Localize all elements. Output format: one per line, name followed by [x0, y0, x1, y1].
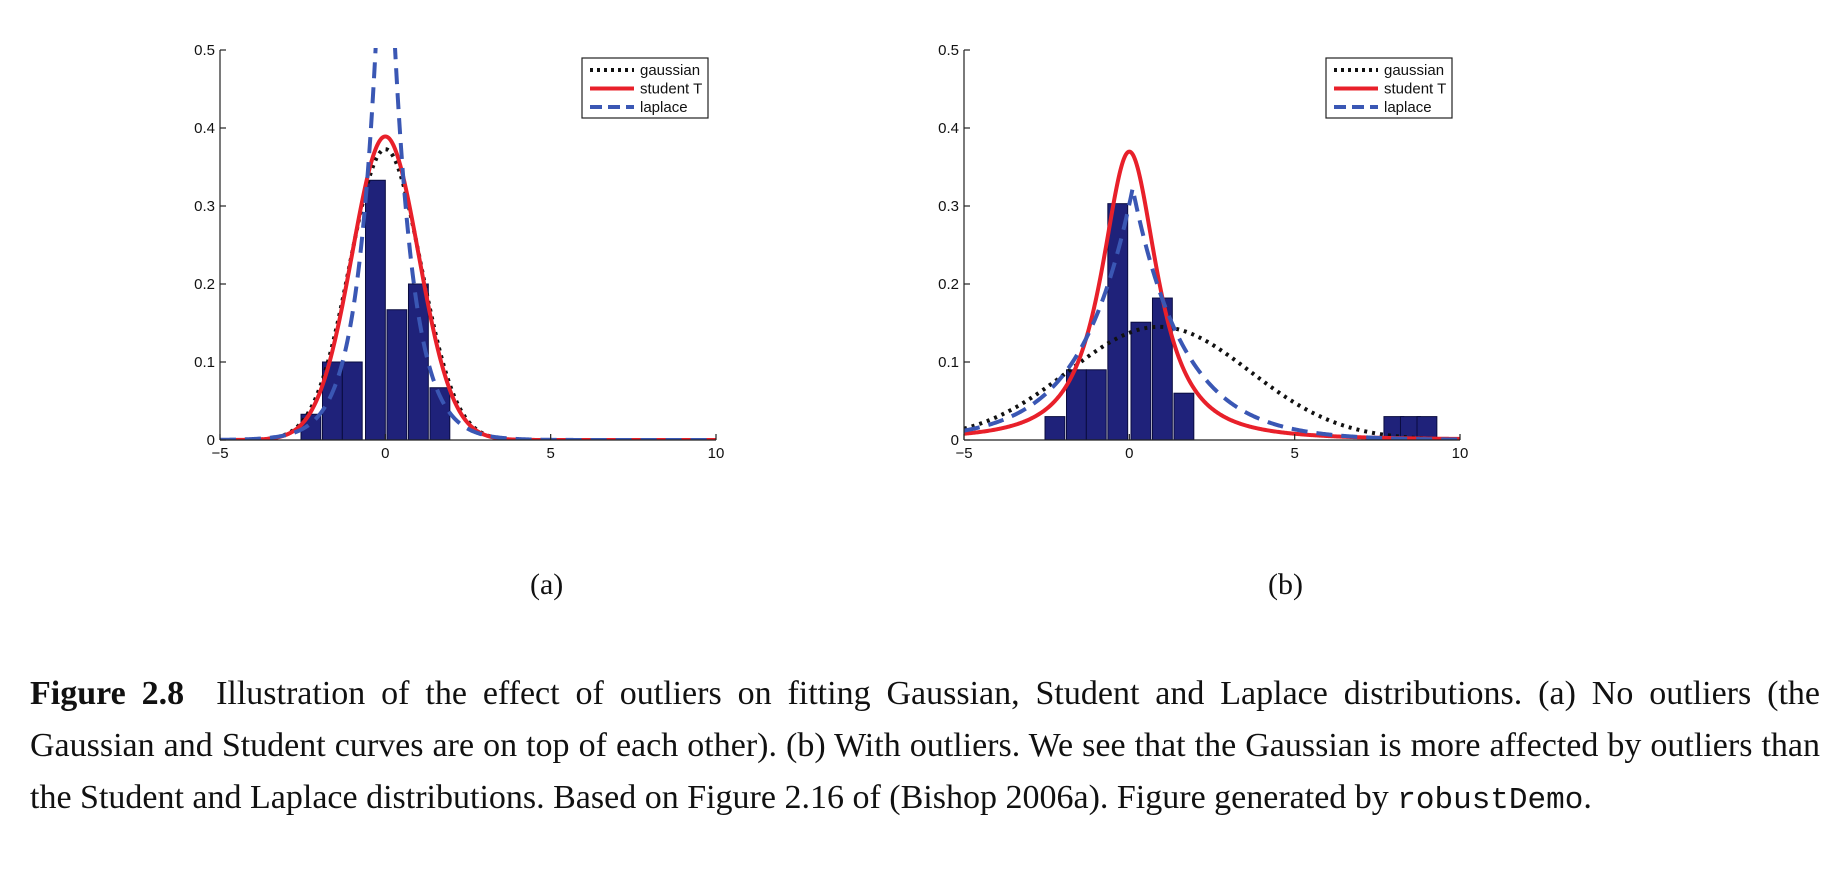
legend-label: gaussian [640, 62, 700, 79]
x-tick-label: 0 [381, 445, 389, 462]
y-tick-label: 0.2 [938, 276, 959, 293]
histogram-bar [386, 309, 408, 441]
y-tick-label: 0.4 [938, 120, 959, 137]
y-tick-label: 0.3 [194, 198, 215, 215]
y-tick-label: 0.3 [938, 198, 959, 215]
y-tick-label: 0.4 [194, 120, 215, 137]
figure-number: Figure 2.8 [30, 675, 185, 712]
x-tick-label: −5 [955, 445, 972, 462]
histogram-bar [1085, 369, 1107, 441]
y-tick-label: 0.5 [938, 42, 959, 59]
caption-end: . [1583, 779, 1592, 816]
y-tick-label: 0.1 [938, 354, 959, 371]
series-line [964, 149, 1460, 440]
histogram-bar [1130, 321, 1152, 441]
legend-label: laplace [1384, 99, 1432, 116]
histogram-bar [1173, 392, 1195, 441]
series-line [220, 48, 716, 440]
subfigure-label-b: (b) [1268, 568, 1303, 601]
x-tick-label: −5 [211, 445, 228, 462]
y-tick-label: 0 [951, 432, 959, 449]
histogram-bar [341, 361, 363, 441]
caption-code: robustDemo [1397, 783, 1584, 818]
series-line [220, 134, 716, 440]
x-tick-label: 5 [546, 445, 554, 462]
curves-group [220, 48, 716, 440]
histogram-bar [1044, 416, 1066, 441]
y-tick-label: 0.5 [194, 42, 215, 59]
x-tick-label: 0 [1125, 445, 1133, 462]
subfigure-label-a: (a) [530, 568, 564, 601]
series-line [964, 187, 1460, 440]
legend-label: gaussian [1384, 62, 1444, 79]
curves-group [964, 149, 1460, 440]
y-tick-label: 0.2 [194, 276, 215, 293]
legend-box [581, 57, 709, 119]
histogram-bar [364, 179, 386, 441]
y-tick-label: 0.1 [194, 354, 215, 371]
legend-label: student T [1384, 81, 1446, 98]
legend-label: student T [640, 81, 702, 98]
legend-label: laplace [640, 99, 688, 116]
x-tick-label: 10 [1452, 445, 1469, 462]
x-tick-label: 5 [1290, 445, 1298, 462]
caption-text: Illustration of the effect of outliers o… [30, 675, 1820, 816]
y-tick-label: 0 [207, 432, 215, 449]
histogram-bar [1107, 203, 1129, 441]
series-line [220, 147, 716, 440]
x-tick-label: 10 [708, 445, 725, 462]
figure-caption: Figure 2.8 Illustration of the effect of … [30, 668, 1820, 827]
